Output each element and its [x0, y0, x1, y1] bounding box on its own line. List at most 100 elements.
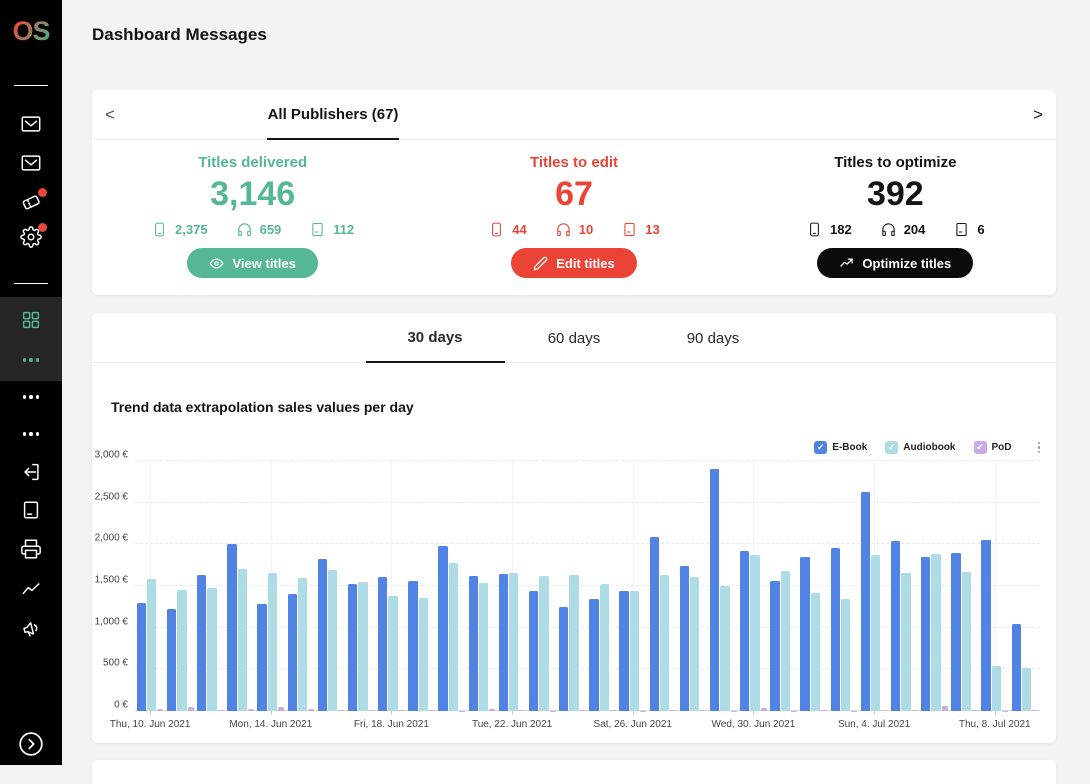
sidebar-item-documents[interactable]	[0, 499, 62, 526]
app-logo[interactable]: OS	[0, 16, 62, 47]
ellipsis-icon	[23, 386, 40, 408]
bar-audiobook[interactable]	[931, 554, 940, 712]
legend-item-pod[interactable]: ✓ PoD	[974, 441, 1012, 454]
sidebar-item-messages[interactable]	[0, 152, 62, 179]
bar-e-book[interactable]	[288, 594, 297, 711]
bar-e-book[interactable]	[619, 591, 628, 711]
page-title: Dashboard Messages	[92, 0, 1056, 45]
bar-e-book[interactable]	[469, 576, 478, 711]
optimize-titles-button[interactable]: Optimize titles	[817, 248, 973, 278]
bar-audiobook[interactable]	[690, 577, 699, 711]
bar-audiobook[interactable]	[207, 588, 216, 711]
bar-audiobook[interactable]	[750, 555, 759, 711]
bar-e-book[interactable]	[559, 607, 568, 711]
bar-e-book[interactable]	[529, 591, 538, 711]
bar-e-book[interactable]	[981, 540, 990, 711]
bar-e-book[interactable]	[921, 557, 930, 711]
edit-titles-button[interactable]: Edit titles	[511, 248, 637, 278]
document-icon	[20, 499, 42, 526]
bar-e-book[interactable]	[499, 574, 508, 711]
bar-audiobook[interactable]	[298, 578, 307, 711]
ebook-count: 2,375	[151, 221, 208, 238]
bar-e-book[interactable]	[800, 557, 809, 711]
bar-e-book[interactable]	[408, 581, 417, 711]
bar-e-book[interactable]	[831, 548, 840, 711]
sidebar-item-more-2[interactable]	[0, 423, 62, 445]
chart-menu-icon[interactable]	[1038, 442, 1041, 454]
bar-e-book[interactable]	[167, 609, 176, 712]
bar-audiobook[interactable]	[841, 599, 850, 711]
bar-e-book[interactable]	[257, 604, 266, 711]
bar-e-book[interactable]	[137, 603, 146, 711]
bar-audiobook[interactable]	[238, 569, 247, 711]
bar-audiobook[interactable]	[600, 584, 609, 712]
bar-audiobook[interactable]	[811, 593, 820, 711]
bar-audiobook[interactable]	[147, 579, 156, 711]
legend-item-audiobook[interactable]: ✓ Audiobook	[885, 441, 955, 454]
bar-e-book[interactable]	[770, 581, 779, 711]
x-axis-label: Fri, 18. Jun 2021	[354, 719, 429, 730]
bar-audiobook[interactable]	[268, 573, 277, 711]
bar-audiobook[interactable]	[509, 573, 518, 711]
sidebar-item-import[interactable]	[0, 461, 62, 488]
bar-group	[497, 461, 527, 711]
bar-audiobook[interactable]	[630, 591, 639, 711]
prev-publisher-button[interactable]: <	[105, 90, 115, 140]
tab-60-days[interactable]: 60 days	[505, 313, 644, 363]
bar-audiobook[interactable]	[569, 575, 578, 711]
bar-audiobook[interactable]	[177, 590, 186, 711]
bar-e-book[interactable]	[589, 599, 598, 711]
sidebar-item-marketing[interactable]	[0, 617, 62, 644]
bar-e-book[interactable]	[680, 566, 689, 711]
sidebar-item-more-active[interactable]	[0, 349, 62, 371]
bar-e-book[interactable]	[197, 575, 206, 711]
sidebar-item-inbox[interactable]	[0, 113, 62, 140]
bar-audiobook[interactable]	[388, 596, 397, 711]
bar-e-book[interactable]	[227, 544, 236, 711]
bar-audiobook[interactable]	[539, 576, 548, 711]
bar-e-book[interactable]	[348, 584, 357, 711]
next-publisher-button[interactable]: >	[1033, 90, 1043, 140]
bar-audiobook[interactable]	[660, 575, 669, 711]
tab-30-days[interactable]: 30 days	[366, 313, 505, 363]
stat-title: Titles delivered	[198, 154, 307, 174]
sidebar-item-settings[interactable]	[0, 226, 62, 253]
bar-e-book[interactable]	[318, 559, 327, 712]
legend-item-ebook[interactable]: ✓ E-Book	[814, 441, 867, 454]
sidebar-item-analytics[interactable]	[0, 578, 62, 605]
bar-audiobook[interactable]	[1022, 668, 1031, 711]
sidebar-item-print[interactable]	[0, 538, 62, 565]
bar-e-book[interactable]	[1012, 624, 1021, 711]
bar-audiobook[interactable]	[358, 582, 367, 711]
bar-audiobook[interactable]	[449, 563, 458, 711]
sidebar-item-tickets[interactable]	[0, 191, 62, 218]
bar-e-book[interactable]	[891, 541, 900, 711]
bar-group	[316, 461, 346, 711]
bar-group	[799, 461, 829, 711]
bar-e-book[interactable]	[378, 577, 387, 711]
bar-audiobook[interactable]	[479, 583, 488, 711]
bar-e-book[interactable]	[710, 469, 719, 711]
bar-e-book[interactable]	[740, 551, 749, 711]
bar-e-book[interactable]	[861, 492, 870, 711]
bar-audiobook[interactable]	[419, 598, 428, 711]
bar-audiobook[interactable]	[992, 666, 1001, 711]
bar-e-book[interactable]	[438, 546, 447, 711]
stat-value: 392	[867, 174, 924, 214]
notification-dot	[38, 188, 47, 197]
sidebar-item-more-1[interactable]	[0, 386, 62, 408]
sidebar-item-dashboard[interactable]	[0, 309, 62, 336]
bar-audiobook[interactable]	[871, 555, 880, 711]
bar-audiobook[interactable]	[781, 571, 790, 711]
bar-audiobook[interactable]	[720, 586, 729, 711]
bar-e-book[interactable]	[650, 537, 659, 711]
tab-all-publishers[interactable]: All Publishers (67)	[267, 90, 399, 140]
sidebar-expand-button[interactable]	[0, 731, 62, 762]
bar-audiobook[interactable]	[901, 573, 910, 711]
tab-90-days[interactable]: 90 days	[644, 313, 783, 363]
view-titles-button[interactable]: View titles	[187, 248, 317, 278]
ellipsis-icon	[23, 423, 40, 445]
bar-e-book[interactable]	[951, 553, 960, 711]
bar-audiobook[interactable]	[962, 572, 971, 711]
bar-audiobook[interactable]	[328, 570, 337, 711]
